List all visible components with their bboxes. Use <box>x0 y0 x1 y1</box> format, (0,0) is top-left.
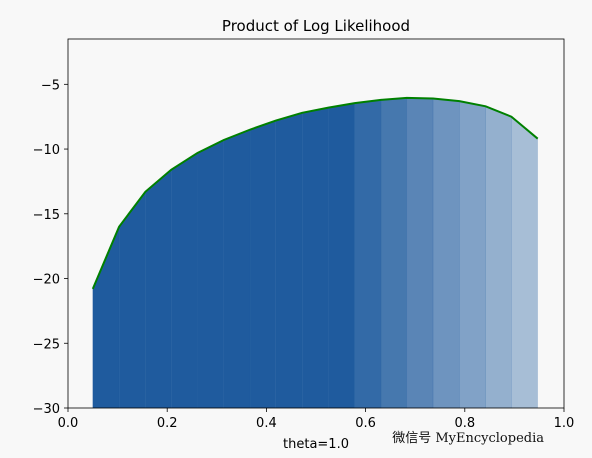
y-tick-label: −25 <box>33 337 60 352</box>
area-segment <box>511 116 538 409</box>
y-tick-label: −30 <box>33 402 60 417</box>
x-axis: 0.0 0.2 0.4 0.6 0.8 1.0 <box>58 408 575 431</box>
y-tick-label: −10 <box>33 143 60 158</box>
area-segment <box>249 120 277 409</box>
y-axis: −30 −25 −20 −15 −10 −5 <box>33 78 68 417</box>
plot-frame <box>67 38 565 409</box>
y-tick-label: −5 <box>41 78 60 93</box>
watermark: 微信号 MyEncyclopedia <box>392 431 544 446</box>
area-segment <box>170 152 198 409</box>
area-segment <box>197 139 224 409</box>
y-tick-label: −15 <box>33 208 60 223</box>
area-fill-group <box>92 97 538 409</box>
area-segment <box>380 97 408 409</box>
y-tick-label: −20 <box>33 273 60 288</box>
area-segment <box>275 112 303 409</box>
x-tick-label: 0.2 <box>157 416 178 431</box>
area-segment <box>354 99 382 409</box>
area-segment <box>118 191 146 409</box>
area-segment <box>301 107 329 409</box>
series-line <box>91 96 539 290</box>
area-segment <box>432 98 460 409</box>
area-segment <box>459 100 486 409</box>
area-segment <box>406 97 434 409</box>
x-tick-label: 0.8 <box>454 416 475 431</box>
x-axis-label: theta=1.0 <box>283 437 349 452</box>
area-segment <box>328 102 355 409</box>
chart-title: Product of Log Likelihood <box>222 17 410 35</box>
area-segment <box>485 105 512 409</box>
area-segment <box>223 129 251 409</box>
x-tick-label: 1.0 <box>554 416 575 431</box>
x-tick-label: 0.0 <box>58 416 79 431</box>
x-tick-label: 0.4 <box>256 416 277 431</box>
x-tick-label: 0.6 <box>355 416 376 431</box>
area-segment <box>145 169 172 409</box>
